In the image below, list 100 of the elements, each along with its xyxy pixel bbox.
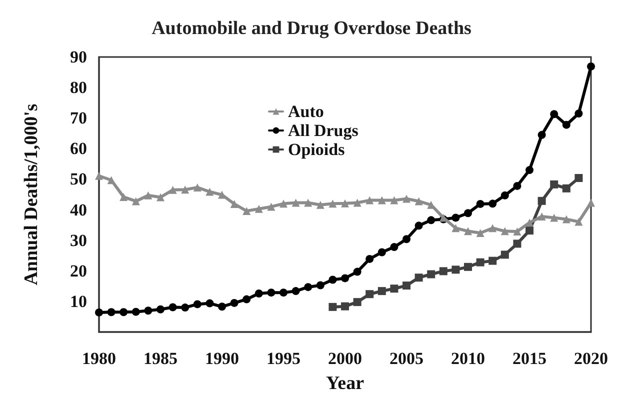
point bbox=[562, 184, 570, 192]
y-tick-label: 10 bbox=[70, 292, 87, 311]
chart-title: Automobile and Drug Overdose Deaths bbox=[152, 18, 472, 39]
point bbox=[513, 240, 522, 248]
point bbox=[280, 200, 288, 208]
point bbox=[316, 200, 324, 209]
x-tick-label: 1995 bbox=[266, 349, 300, 368]
point bbox=[107, 176, 116, 184]
x-tick-label: 2010 bbox=[451, 349, 485, 368]
legend-label: Opioids bbox=[288, 140, 346, 159]
point bbox=[500, 227, 509, 236]
point bbox=[193, 300, 202, 308]
point bbox=[414, 222, 423, 230]
point bbox=[464, 262, 472, 271]
point bbox=[526, 166, 534, 174]
point bbox=[292, 198, 300, 207]
point bbox=[574, 174, 583, 182]
point bbox=[341, 302, 349, 310]
point bbox=[464, 227, 472, 236]
point bbox=[292, 287, 300, 296]
x-tick-label: 2020 bbox=[574, 349, 608, 368]
point bbox=[464, 209, 472, 218]
point bbox=[538, 130, 546, 139]
point bbox=[390, 284, 398, 293]
point bbox=[587, 198, 595, 207]
point bbox=[181, 186, 190, 194]
x-tick-label: 1980 bbox=[82, 349, 116, 368]
point bbox=[341, 274, 349, 282]
x-tick-label: 1985 bbox=[144, 349, 178, 368]
point bbox=[304, 198, 312, 207]
point bbox=[316, 281, 324, 290]
point bbox=[378, 196, 386, 204]
point bbox=[526, 218, 534, 227]
point bbox=[513, 182, 522, 190]
point bbox=[488, 256, 497, 265]
point bbox=[452, 266, 460, 274]
x-axis-title: Year bbox=[326, 373, 365, 394]
point bbox=[574, 110, 583, 118]
y-axis-title: Annual Deaths/1,000's bbox=[21, 104, 42, 286]
point bbox=[107, 308, 116, 316]
point bbox=[156, 305, 164, 314]
point bbox=[144, 191, 152, 200]
point bbox=[120, 308, 128, 316]
point bbox=[538, 196, 546, 205]
point bbox=[267, 288, 276, 297]
point bbox=[488, 224, 497, 232]
x-tick-label: 2005 bbox=[390, 349, 424, 368]
y-tick-label: 70 bbox=[70, 108, 87, 128]
point bbox=[550, 214, 558, 222]
point bbox=[280, 288, 288, 297]
point bbox=[242, 207, 251, 215]
point bbox=[366, 254, 374, 263]
point bbox=[95, 172, 103, 180]
point bbox=[452, 224, 460, 232]
point bbox=[500, 191, 509, 200]
x-tick-label: 1990 bbox=[205, 349, 239, 368]
y-tick-label: 30 bbox=[70, 230, 87, 250]
point bbox=[414, 274, 423, 282]
point bbox=[366, 290, 374, 298]
point bbox=[304, 283, 312, 292]
point bbox=[206, 188, 214, 196]
point bbox=[452, 214, 460, 222]
point bbox=[230, 298, 238, 307]
point bbox=[230, 200, 238, 208]
point bbox=[193, 183, 202, 192]
point bbox=[439, 267, 448, 276]
point bbox=[402, 235, 410, 244]
point bbox=[353, 198, 362, 207]
point bbox=[353, 268, 362, 276]
point bbox=[95, 308, 103, 316]
y-tick-label: 60 bbox=[70, 139, 87, 158]
point bbox=[156, 193, 164, 202]
point bbox=[500, 250, 509, 259]
point bbox=[562, 120, 570, 129]
point bbox=[132, 197, 140, 206]
point bbox=[254, 290, 263, 298]
point bbox=[538, 212, 546, 220]
legend-label: Auto bbox=[288, 102, 324, 121]
y-tick-label: 40 bbox=[70, 200, 87, 220]
point bbox=[181, 304, 190, 312]
point bbox=[427, 270, 436, 278]
x-tick-label: 2015 bbox=[512, 349, 546, 368]
point bbox=[218, 302, 226, 311]
legend-label: All Drugs bbox=[288, 121, 359, 140]
point bbox=[402, 282, 410, 290]
point bbox=[267, 202, 276, 211]
point bbox=[353, 298, 362, 306]
point bbox=[168, 186, 177, 194]
point bbox=[168, 303, 177, 312]
y-tick-label: 90 bbox=[70, 48, 87, 66]
point bbox=[390, 243, 398, 252]
point bbox=[328, 276, 337, 284]
point bbox=[328, 200, 337, 208]
point bbox=[366, 196, 374, 204]
point bbox=[488, 200, 497, 208]
point bbox=[427, 216, 436, 224]
point bbox=[476, 258, 484, 266]
point bbox=[476, 229, 484, 237]
point bbox=[550, 110, 558, 118]
x-tick-label: 2000 bbox=[328, 349, 362, 368]
